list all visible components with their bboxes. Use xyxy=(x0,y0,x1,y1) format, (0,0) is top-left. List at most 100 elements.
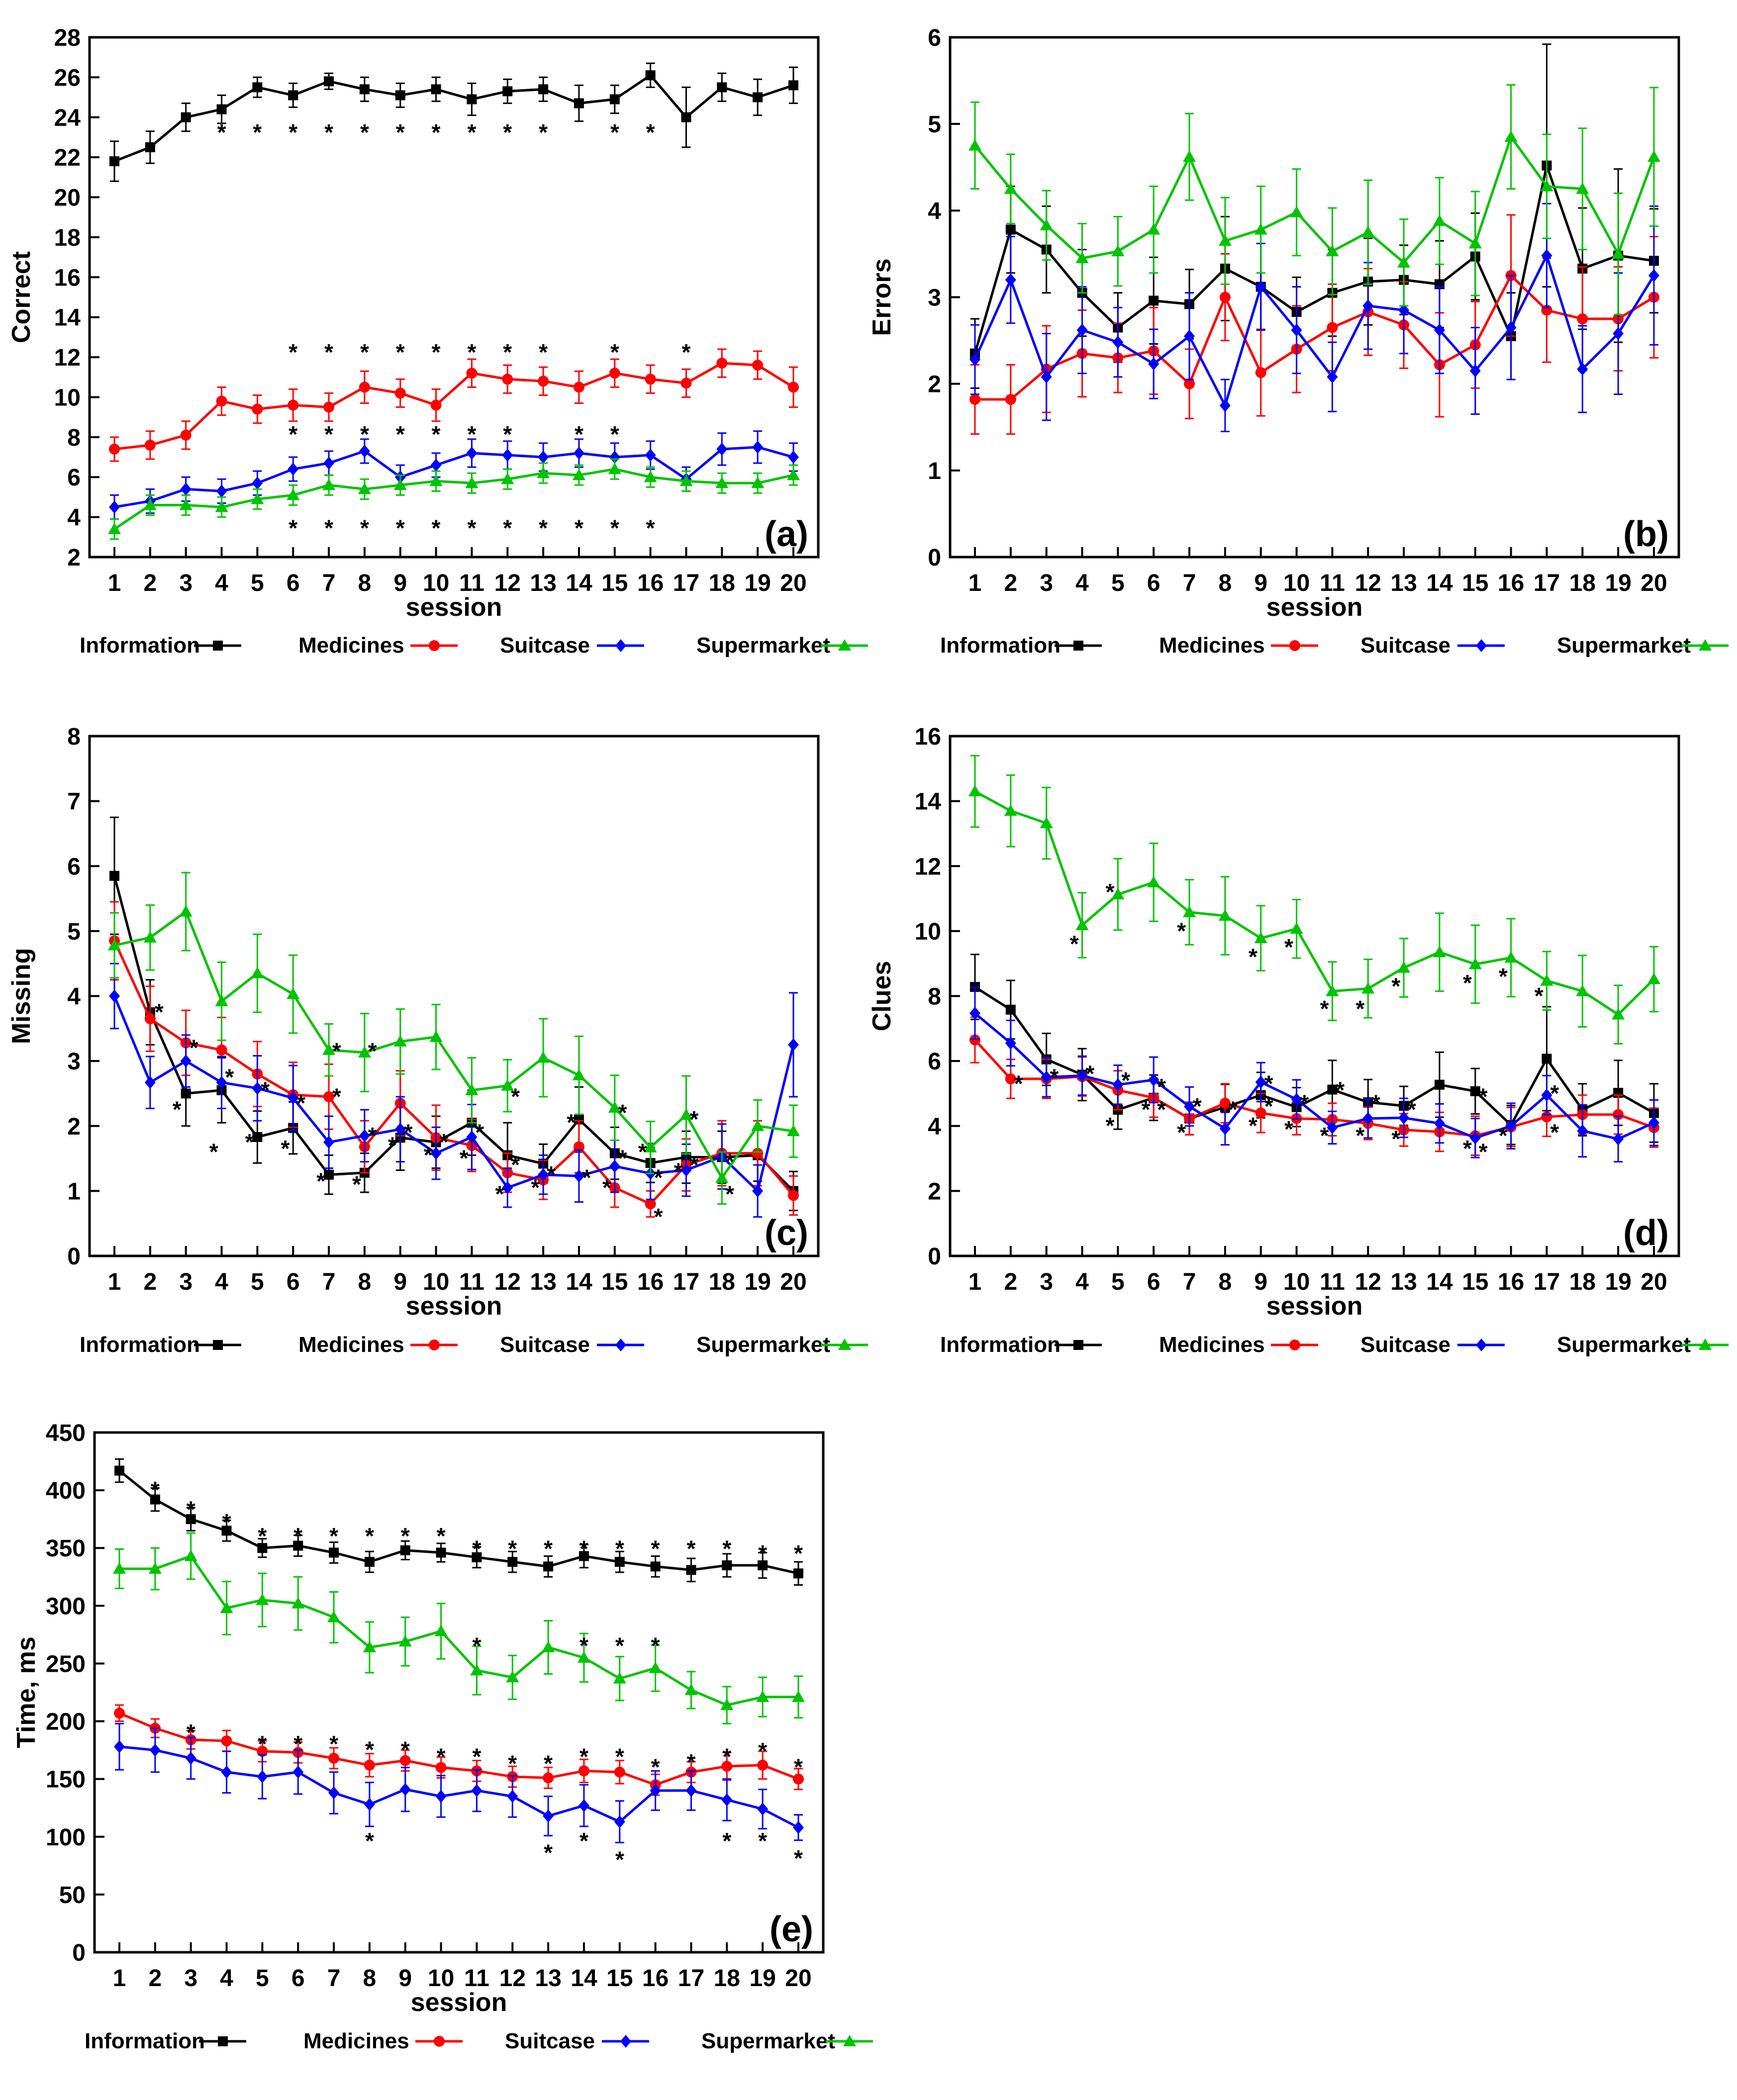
significance-star: * xyxy=(508,1536,517,1562)
data-point xyxy=(645,374,656,385)
legend-item-medicines: Medicines xyxy=(1159,633,1318,658)
legend-marker xyxy=(1289,1339,1300,1350)
significance-star: * xyxy=(472,1744,481,1770)
data-point xyxy=(1004,804,1017,816)
significance-star: * xyxy=(261,1077,270,1103)
y-tick-label: 0 xyxy=(928,545,941,571)
x-tick-label: 13 xyxy=(535,1965,561,1992)
significance-star: * xyxy=(332,1083,341,1109)
data-point xyxy=(1183,905,1196,917)
x-tick-label: 11 xyxy=(459,570,484,596)
data-point xyxy=(968,139,981,151)
y-tick-label: 1 xyxy=(928,458,941,484)
data-point xyxy=(614,1815,625,1828)
data-point xyxy=(430,1146,442,1160)
data-point xyxy=(793,1821,804,1834)
x-tick-label: 10 xyxy=(423,570,449,596)
x-tick-label: 1 xyxy=(108,570,121,596)
significance-star: * xyxy=(1356,996,1365,1022)
y-tick-label: 1 xyxy=(67,1178,81,1205)
x-tick-label: 6 xyxy=(1147,570,1160,596)
significance-star: * xyxy=(316,1168,325,1194)
significance-star: * xyxy=(245,1129,254,1155)
x-tick-label: 14 xyxy=(566,570,592,596)
series-line xyxy=(973,254,1655,407)
x-tick-label: 7 xyxy=(327,1965,341,1992)
data-point xyxy=(184,1549,197,1561)
significance-star: * xyxy=(722,1536,731,1562)
data-point xyxy=(502,86,513,96)
data-point xyxy=(793,1773,804,1785)
x-tick-label: 15 xyxy=(606,1965,633,1992)
significance-star: * xyxy=(352,1171,361,1197)
data-point xyxy=(645,449,656,462)
legend-item-information: Information xyxy=(940,1333,1102,1357)
data-point xyxy=(1005,273,1016,286)
data-point xyxy=(466,368,478,379)
legend-label: Medicines xyxy=(1159,633,1265,658)
data-point xyxy=(216,484,227,498)
data-point xyxy=(1075,919,1089,931)
series-line xyxy=(975,274,1655,401)
significance-star: * xyxy=(1284,934,1293,960)
y-tick-label: 18 xyxy=(54,225,81,251)
significance-star: * xyxy=(582,1165,591,1191)
x-tick-label: 19 xyxy=(744,570,771,596)
significance-star: * xyxy=(1499,963,1508,989)
data-point xyxy=(684,1683,698,1695)
data-point xyxy=(1505,1119,1517,1133)
x-tick-label: 19 xyxy=(749,1965,775,1992)
significance-star: * xyxy=(296,1090,305,1116)
x-tick-label: 4 xyxy=(1075,570,1089,596)
x-tick-label: 17 xyxy=(1534,570,1560,596)
data-point xyxy=(538,1168,549,1181)
data-point xyxy=(1361,225,1375,237)
data-point xyxy=(537,1051,550,1063)
x-tick-label: 12 xyxy=(1355,1269,1381,1295)
y-tick-label: 0 xyxy=(72,1940,86,1966)
data-point xyxy=(216,1044,227,1055)
data-point xyxy=(221,1735,232,1747)
panel-tag: (c) xyxy=(765,1213,808,1253)
x-tick-label: 15 xyxy=(1462,1269,1488,1295)
data-point xyxy=(680,378,692,389)
data-point xyxy=(720,1699,734,1711)
y-tick-label: 3 xyxy=(928,285,941,311)
y-tick-label: 8 xyxy=(928,984,941,1010)
x-tick-label: 8 xyxy=(358,570,372,596)
x-tick-label: 9 xyxy=(393,570,407,596)
x-tick-label: 3 xyxy=(184,1965,197,1992)
y-tick-label: 4 xyxy=(67,984,81,1010)
data-point xyxy=(752,1147,764,1159)
data-point xyxy=(542,1640,555,1652)
significance-star: * xyxy=(217,119,226,145)
x-tick-label: 13 xyxy=(1390,1269,1417,1295)
data-point xyxy=(757,1803,769,1816)
legend-marker xyxy=(1073,641,1083,651)
legend-item-information: Information xyxy=(85,2029,246,2053)
significance-star: * xyxy=(615,1633,624,1659)
x-tick-label: 16 xyxy=(637,1269,664,1295)
significance-star: * xyxy=(396,119,405,145)
data-point xyxy=(470,1664,483,1676)
x-tick-label: 6 xyxy=(291,1965,305,1992)
x-tick-label: 4 xyxy=(220,1965,233,1992)
significance-star: * xyxy=(758,1738,767,1764)
data-point xyxy=(363,1640,376,1652)
data-point xyxy=(1290,922,1303,934)
data-point xyxy=(752,440,764,454)
data-point xyxy=(1291,323,1302,337)
series-line xyxy=(113,995,795,1192)
data-point xyxy=(1218,234,1232,246)
data-point xyxy=(679,1108,693,1120)
data-point xyxy=(1469,1131,1481,1145)
legend-label: Suitcase xyxy=(1360,633,1450,658)
x-tick-label: 6 xyxy=(1147,1269,1160,1295)
data-point xyxy=(757,1759,769,1771)
significance-star: * xyxy=(1479,1083,1488,1109)
significance-star: * xyxy=(651,1633,660,1659)
data-point xyxy=(1183,150,1196,162)
data-point xyxy=(399,1755,411,1766)
